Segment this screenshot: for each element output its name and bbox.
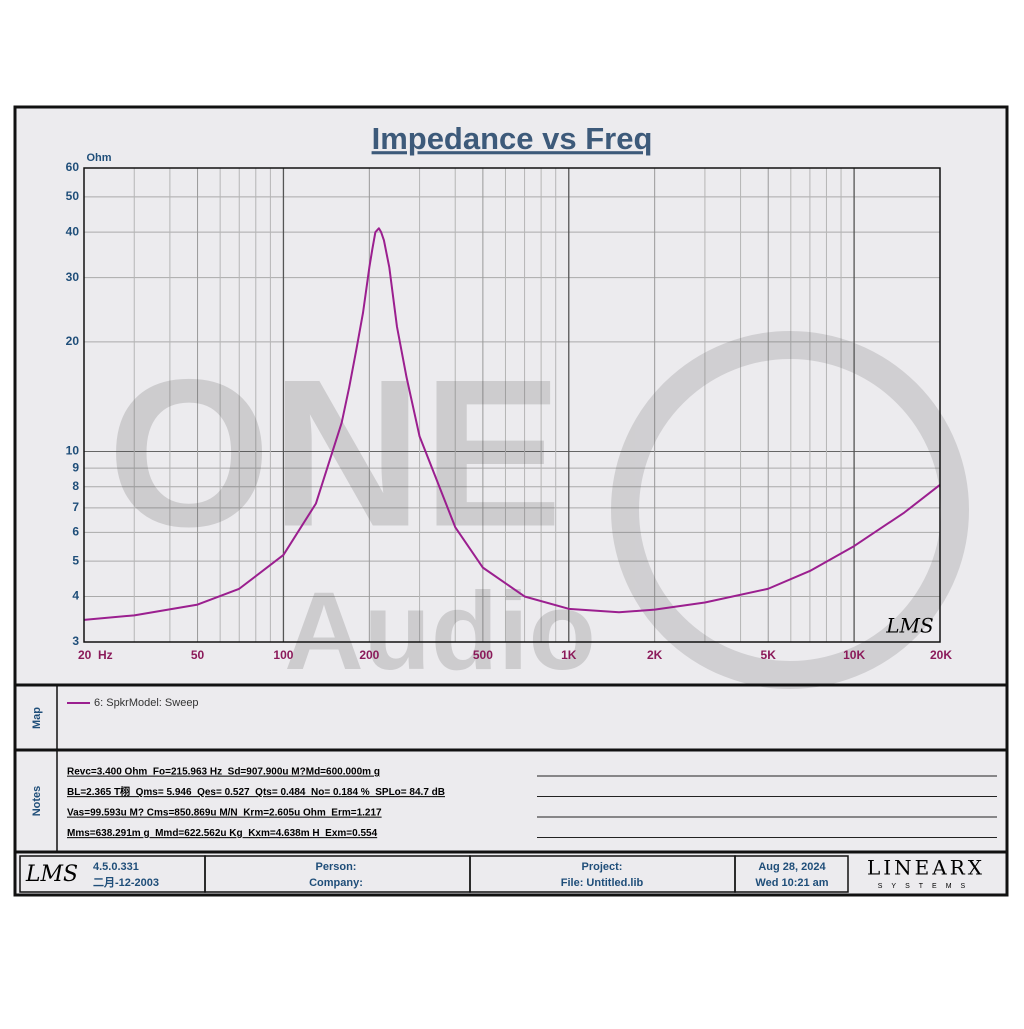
file: File: Untitled.lib: [561, 877, 644, 889]
watermark: ONE Audio: [107, 331, 969, 693]
x-tick-label: 200: [359, 648, 379, 662]
y-tick-label: 3: [72, 634, 79, 648]
watermark-text: ONE: [107, 335, 562, 570]
y-tick-label: 50: [66, 189, 80, 203]
person: Person:: [316, 861, 357, 873]
x-tick-label: 500: [473, 648, 493, 662]
y-tick-label: 40: [66, 224, 80, 238]
legend-label: 6: SpkrModel: Sweep: [94, 697, 199, 709]
y-tick-label: 8: [72, 479, 79, 493]
chart-title: Impedance vs Freq: [372, 121, 653, 156]
notes-label: Notes: [31, 786, 43, 817]
plot-border: [83, 167, 941, 643]
note-line: Mms=638.291m g Mmd=622.562u Kg Kxm=4.638…: [67, 828, 378, 839]
plot-logo: LMS: [885, 614, 933, 638]
version: 4.5.0.331: [93, 861, 139, 873]
map-label: Map: [31, 707, 43, 729]
project: Project:: [582, 861, 623, 873]
footer: [19, 855, 849, 893]
frame: [13, 105, 1009, 897]
note-line: Vas=99.593u M? Cms=850.869u M/N Krm=2.60…: [67, 808, 382, 819]
company: Company:: [309, 877, 363, 889]
x-tick-label: 1K: [561, 648, 577, 662]
date: Aug 28, 2024: [758, 861, 826, 873]
watermark-ring: [611, 331, 969, 689]
y-tick-label: 6: [72, 524, 79, 538]
x-tick-label: 20K: [930, 648, 952, 662]
brand: LINEARX: [867, 856, 985, 880]
plot: [83, 227, 941, 621]
y-axis-label: Ohm: [86, 152, 111, 164]
note-line: BL=2.365 T栩 Qms= 5.946 Qes= 0.527 Qts= 0…: [67, 785, 445, 798]
brand-sub: SYSTEMS: [878, 883, 974, 890]
impedance-curve: [83, 227, 941, 621]
y-tick-label: 10: [66, 444, 80, 458]
build-date: 二月-12-2003: [93, 876, 159, 889]
y-tick-label: 7: [72, 500, 79, 514]
y-tick-label: 4: [72, 589, 79, 603]
y-tick-label: 60: [66, 160, 80, 174]
watermark-text: Audio: [284, 570, 596, 693]
x-tick-label: 2K: [647, 648, 663, 662]
x-tick-label: 10K: [843, 648, 865, 662]
y-tick-label: 5: [72, 553, 79, 567]
footer-logo: LMS: [25, 862, 78, 887]
footer-cell: [734, 855, 849, 893]
y-tick-label: 9: [72, 460, 79, 474]
y-tick-label: 20: [66, 334, 80, 348]
time: Wed 10:21 am: [755, 877, 828, 889]
x-tick-label: 5K: [761, 648, 777, 662]
note-line: Revc=3.400 Ohm Fo=215.963 Hz Sd=907.900u…: [67, 767, 380, 778]
y-tick-label: 30: [66, 270, 80, 284]
notes: Revc=3.400 Ohm Fo=215.963 Hz Sd=907.900u…: [67, 767, 997, 839]
x-tick-label: 50: [191, 648, 205, 662]
x-tick-label: 100: [273, 648, 293, 662]
x-tick-label: 20 Hz: [78, 648, 113, 662]
